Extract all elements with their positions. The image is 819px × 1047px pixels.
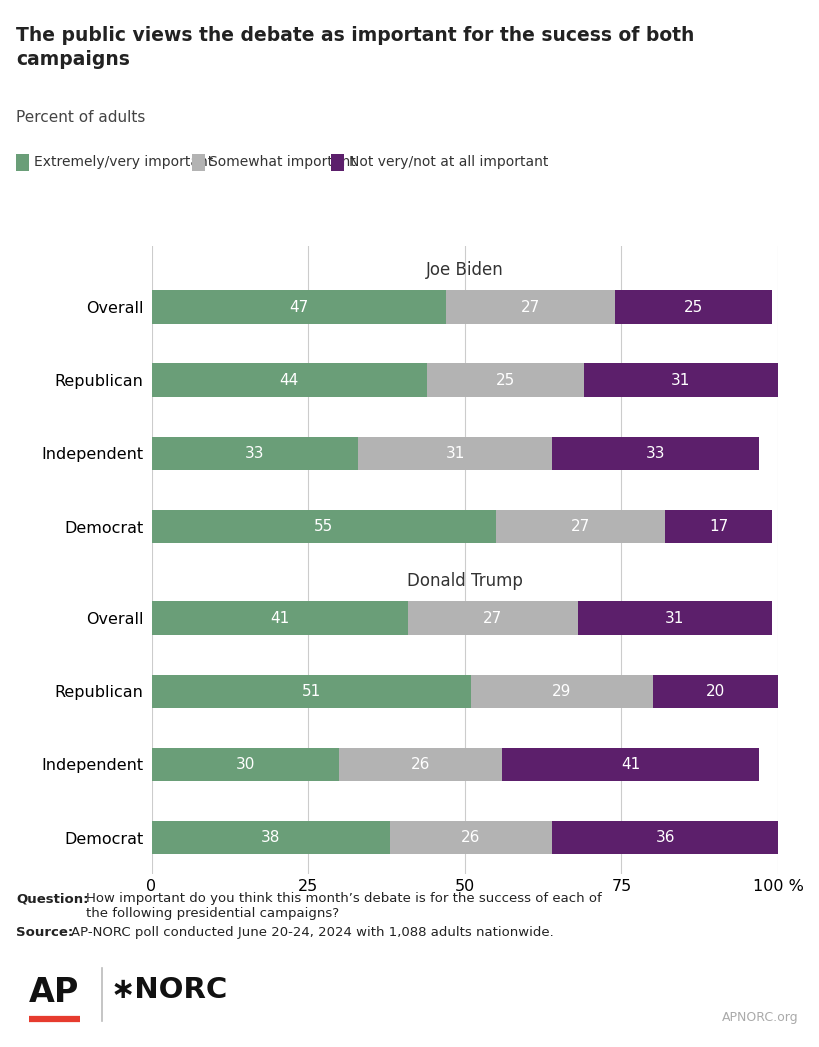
Text: Question:: Question:	[16, 892, 89, 905]
Bar	[553, 821, 778, 854]
Text: AP-NORC poll conducted June 20-24, 2024 with 1,088 adults nationwide.: AP-NORC poll conducted June 20-24, 2024 …	[71, 926, 554, 938]
Text: Joe Biden: Joe Biden	[426, 262, 504, 280]
Text: 36: 36	[655, 830, 675, 845]
Text: Somewhat important: Somewhat important	[209, 155, 355, 170]
Text: Percent of adults: Percent of adults	[16, 110, 146, 125]
Text: How important do you think this month’s debate is for the success of each of
the: How important do you think this month’s …	[86, 892, 602, 920]
Bar	[152, 363, 428, 397]
Text: 25: 25	[684, 299, 703, 314]
Text: ∗NORC: ∗NORC	[111, 976, 228, 1004]
Bar	[409, 601, 577, 634]
Bar	[340, 748, 502, 781]
Text: APNORC.org: APNORC.org	[722, 1011, 799, 1024]
Bar	[152, 437, 358, 470]
Text: Source:: Source:	[16, 926, 74, 938]
Text: 29: 29	[552, 684, 572, 698]
Text: 17: 17	[709, 519, 728, 534]
Text: 26: 26	[411, 757, 431, 772]
Text: 25: 25	[495, 373, 515, 387]
Text: AP: AP	[29, 976, 79, 1009]
Bar	[665, 510, 771, 543]
Bar	[428, 363, 584, 397]
Bar	[152, 748, 340, 781]
Text: 44: 44	[280, 373, 299, 387]
Bar	[390, 821, 553, 854]
Bar	[496, 510, 665, 543]
Text: The public views the debate as important for the sucess of both
campaigns: The public views the debate as important…	[16, 26, 695, 69]
Text: 31: 31	[446, 446, 465, 461]
Text: 30: 30	[236, 757, 256, 772]
Text: 38: 38	[261, 830, 280, 845]
Bar	[553, 437, 759, 470]
Text: 20: 20	[706, 684, 725, 698]
Text: Extremely/very important: Extremely/very important	[34, 155, 213, 170]
Text: 41: 41	[270, 610, 290, 626]
Text: 26: 26	[461, 830, 481, 845]
Bar	[653, 674, 778, 708]
Bar	[152, 674, 471, 708]
Text: 27: 27	[521, 299, 541, 314]
Text: 33: 33	[245, 446, 265, 461]
Bar	[471, 674, 653, 708]
Bar	[577, 601, 771, 634]
Bar	[152, 290, 446, 324]
Bar	[358, 437, 553, 470]
Bar	[152, 821, 390, 854]
Text: 47: 47	[289, 299, 309, 314]
Text: 31: 31	[665, 610, 685, 626]
Text: 51: 51	[301, 684, 321, 698]
Text: 27: 27	[483, 610, 503, 626]
Bar	[584, 363, 778, 397]
Text: Not very/not at all important: Not very/not at all important	[349, 155, 548, 170]
Bar	[152, 601, 409, 634]
Text: Donald Trump: Donald Trump	[407, 573, 523, 591]
Bar	[446, 290, 615, 324]
Bar	[502, 748, 759, 781]
Text: 27: 27	[571, 519, 590, 534]
Bar	[615, 290, 771, 324]
Text: 55: 55	[314, 519, 333, 534]
Text: 33: 33	[646, 446, 666, 461]
Text: 31: 31	[672, 373, 690, 387]
Text: 41: 41	[621, 757, 640, 772]
Bar	[152, 510, 496, 543]
